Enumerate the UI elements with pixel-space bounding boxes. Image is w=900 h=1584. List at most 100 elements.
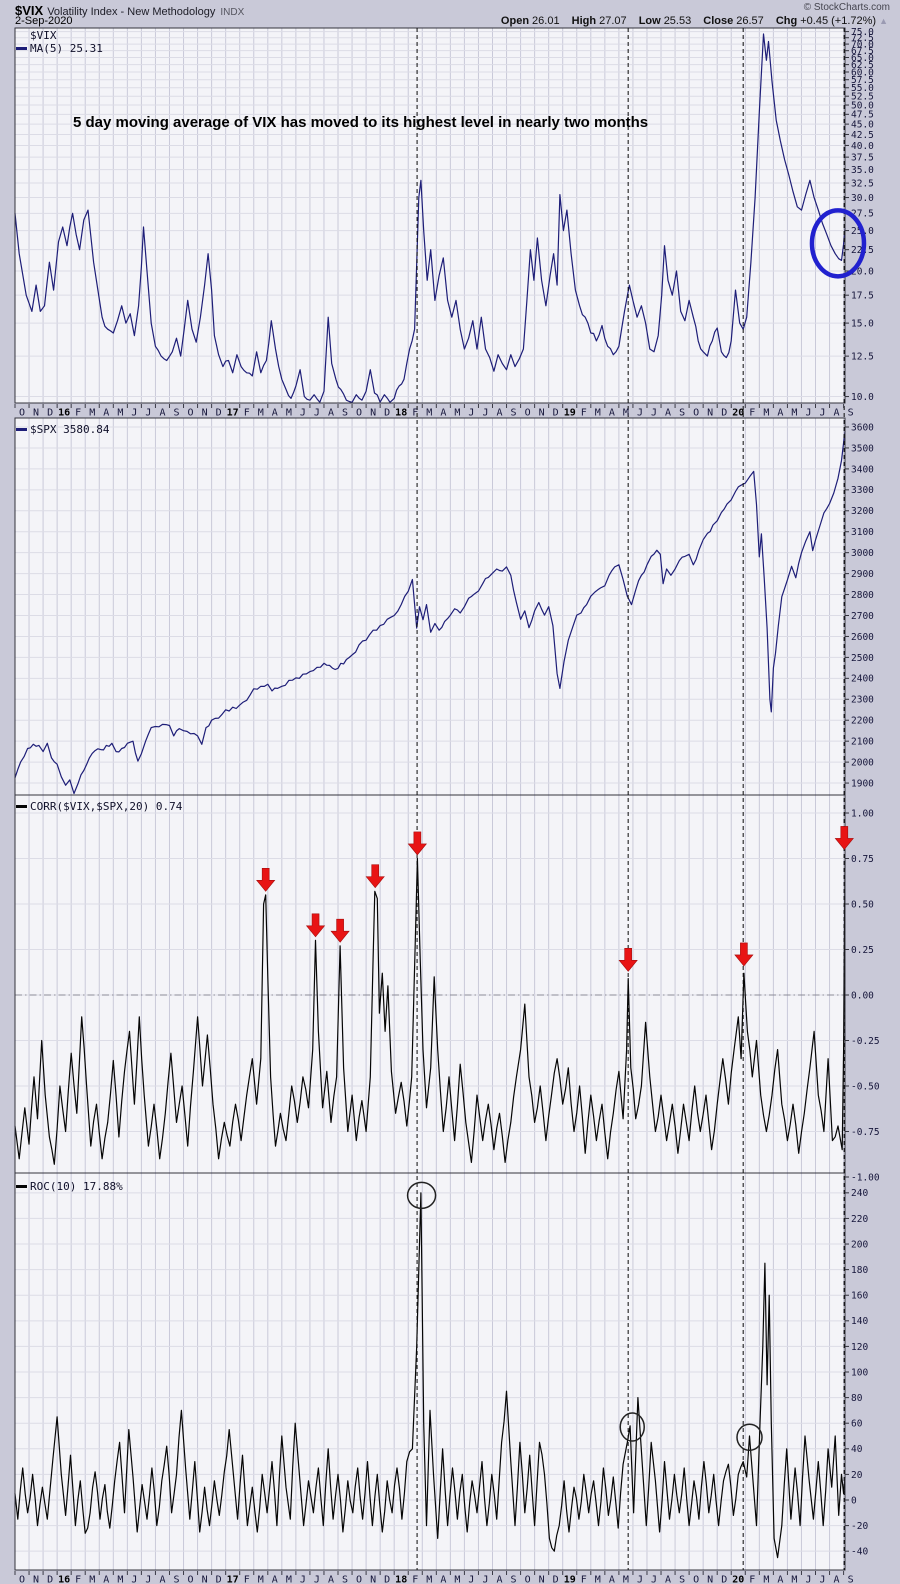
svg-text:3500: 3500 [851,443,874,454]
svg-text:A: A [665,408,671,419]
legend-roc-label: ROC(10) 17.88% [30,1180,123,1193]
svg-text:220: 220 [851,1214,868,1225]
chart-title: Volatility Index - New Methodology [47,6,216,18]
svg-text:D: D [216,408,222,419]
svg-text:M: M [89,408,95,419]
svg-text:17: 17 [227,1575,239,1584]
quote-chg-label: Chg [775,15,798,27]
svg-text:J: J [820,408,826,419]
svg-text:D: D [553,408,559,419]
svg-text:M: M [791,408,797,419]
svg-text:O: O [693,408,699,419]
svg-text:72.5: 72.5 [851,33,874,44]
legend-spx-label: $SPX 3580.84 [30,423,110,436]
svg-text:S: S [511,408,517,419]
svg-text:O: O [525,1575,531,1584]
svg-text:A: A [440,1575,446,1584]
svg-text:20: 20 [732,1575,744,1584]
svg-text:F: F [244,1575,250,1584]
svg-text:A: A [497,408,503,419]
svg-text:3400: 3400 [851,464,874,475]
svg-text:F: F [244,408,250,419]
svg-text:A: A [272,408,278,419]
legend-spx: $SPX 3580.84 [16,423,109,436]
legend-vix-symbol: $VIX [30,29,57,42]
quote-close-value: 26.57 [736,15,764,27]
svg-text:100: 100 [851,1367,868,1378]
svg-text:O: O [356,1575,362,1584]
svg-text:F: F [75,1575,81,1584]
quote-chg-value: +0.45 (+1.72%) [800,15,877,27]
svg-text:J: J [314,1575,320,1584]
svg-text:47.5: 47.5 [851,110,874,121]
svg-text:N: N [539,1575,545,1584]
svg-text:F: F [412,408,418,419]
svg-text:0.75: 0.75 [851,854,874,865]
svg-text:1.00: 1.00 [851,808,874,819]
svg-text:M: M [286,1575,292,1584]
svg-text:N: N [370,1575,376,1584]
svg-text:35.0: 35.0 [851,165,874,176]
svg-text:A: A [834,408,840,419]
svg-text:S: S [342,408,348,419]
quote-open-label: Open [500,15,530,27]
svg-text:F: F [412,1575,418,1584]
symbol: $VIX [15,3,44,18]
svg-text:J: J [468,1575,474,1584]
svg-text:37.5: 37.5 [851,153,874,164]
svg-text:A: A [665,1575,671,1584]
svg-text:2000: 2000 [851,758,874,769]
line-swatch-icon [16,1185,27,1188]
svg-text:-0.75: -0.75 [851,1127,880,1138]
svg-text:70.0: 70.0 [851,39,874,50]
svg-text:120: 120 [851,1342,868,1353]
svg-text:3000: 3000 [851,548,874,559]
svg-text:O: O [19,408,25,419]
svg-text:N: N [370,408,376,419]
svg-text:2400: 2400 [851,674,874,685]
svg-text:0.00: 0.00 [851,990,874,1001]
svg-text:A: A [777,1575,783,1584]
svg-text:A: A [834,1575,840,1584]
svg-text:O: O [188,1575,194,1584]
svg-text:2500: 2500 [851,653,874,664]
quote-open-value: 26.01 [532,15,560,27]
svg-text:N: N [539,408,545,419]
header-title-line: $VIX Volatility Index - New Methodology IN… [15,2,244,20]
svg-text:32.5: 32.5 [851,178,874,189]
svg-text:80: 80 [851,1393,863,1404]
stockcharts-copyright: © StockCharts.com [803,2,890,13]
change-up-icon: ▲ [879,16,888,26]
svg-text:2600: 2600 [851,632,874,643]
svg-text:17: 17 [227,408,239,419]
svg-text:J: J [131,1575,137,1584]
annotation-text: 5 day moving average of VIX has moved to… [73,114,649,131]
svg-text:160: 160 [851,1291,868,1302]
svg-text:2700: 2700 [851,611,874,622]
svg-text:55.0: 55.0 [851,83,874,94]
svg-text:J: J [805,408,811,419]
svg-text:140: 140 [851,1316,868,1327]
quote-bar: Open 26.01 High 27.07 Low 25.53 Close 26.57 … [492,15,888,27]
svg-text:A: A [159,1575,165,1584]
svg-text:A: A [328,408,334,419]
svg-text:D: D [47,408,53,419]
svg-text:M: M [454,1575,460,1584]
svg-text:A: A [103,408,109,419]
svg-text:M: M [791,1575,797,1584]
svg-text:D: D [47,1575,53,1584]
svg-text:27.5: 27.5 [851,209,874,220]
legend-corr: CORR($VIX,$SPX,20) 0.74 [16,800,182,813]
svg-text:2100: 2100 [851,737,874,748]
svg-text:F: F [581,408,587,419]
svg-text:A: A [609,1575,615,1584]
svg-text:1900: 1900 [851,778,874,789]
svg-text:60: 60 [851,1419,863,1430]
legend-roc: ROC(10) 17.88% [16,1180,123,1193]
svg-text:M: M [623,408,629,419]
svg-text:M: M [89,1575,95,1584]
svg-text:M: M [117,408,123,419]
chart-header: $VIX Volatility Index - New Methodology IN… [0,0,900,28]
svg-text:J: J [805,1575,811,1584]
